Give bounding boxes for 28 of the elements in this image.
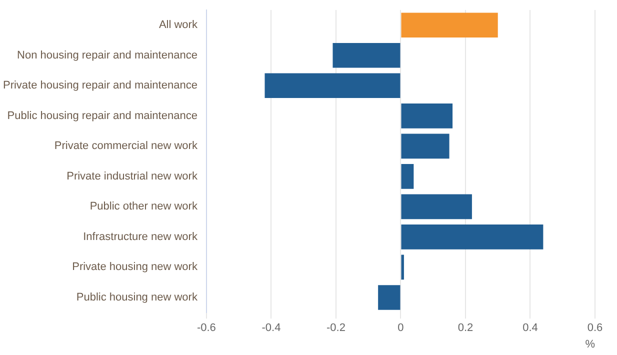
bar: [401, 134, 450, 159]
y-tick-label: Private housing new work: [72, 261, 198, 274]
x-tick-label: -0.4: [262, 322, 281, 334]
bar: [378, 285, 400, 310]
x-tick-label: 0: [398, 322, 404, 334]
bar: [332, 42, 400, 68]
bar: [401, 164, 414, 189]
y-tick-label: Public other new work: [90, 200, 198, 213]
x-tick-label: -0.6: [196, 322, 216, 334]
x-axis-title: %: [585, 338, 596, 350]
bar: [401, 104, 453, 128]
y-tick-label: Infrastructure new work: [83, 230, 198, 243]
y-tick-label: Private industrial new work: [66, 170, 198, 182]
bar: [401, 12, 498, 38]
bar: [401, 254, 404, 280]
x-tick-label: 0.2: [458, 322, 474, 334]
y-tick-label: Non housing repair and maintenance: [17, 49, 198, 62]
x-tick-label: -0.2: [326, 322, 346, 334]
x-tick-label: 0.4: [522, 322, 538, 334]
y-tick-label: Public housing repair and maintenance: [7, 110, 198, 122]
y-tick-label: Private commercial new work: [54, 140, 198, 152]
bar: [401, 224, 544, 250]
y-tick-label: Private housing repair and maintenance: [2, 80, 198, 92]
y-tick-label: All work: [158, 19, 198, 32]
bar: [264, 73, 400, 98]
y-tick-label: Public housing new work: [76, 292, 198, 304]
bar: [401, 194, 472, 220]
x-tick-label: 0.6: [587, 322, 603, 334]
